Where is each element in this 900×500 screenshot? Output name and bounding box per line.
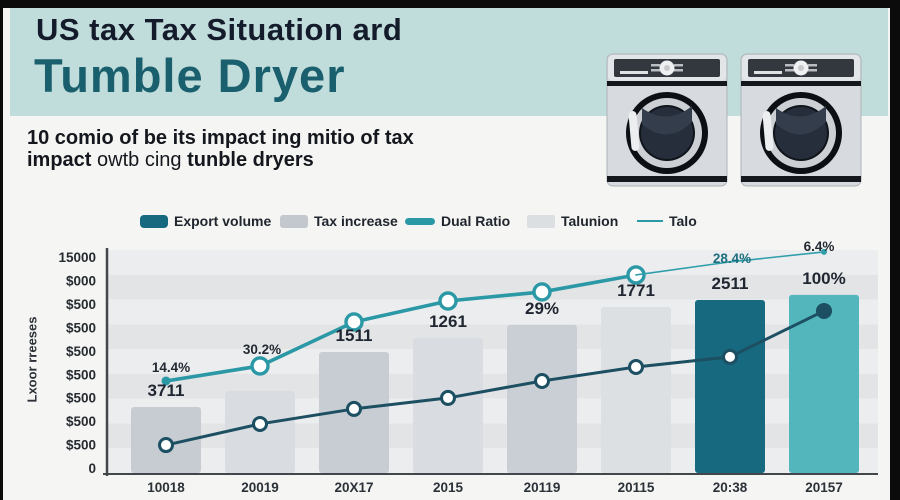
bar [789, 294, 859, 473]
y-tick-label: $500 [66, 391, 96, 406]
line-point [816, 302, 832, 319]
tumble-dryer-icons [604, 44, 864, 194]
y-tick-label: 15000 [58, 250, 96, 265]
export-trend-line [164, 309, 826, 447]
subtitle-line2-bold1: impact [27, 149, 98, 171]
line-point [440, 389, 456, 406]
bar [695, 299, 765, 473]
y-tick-label: $500 [66, 414, 96, 429]
page-title-line2: Tumble Dryer [34, 49, 346, 102]
subtitle-line2-bold2: tunble dryers [187, 149, 314, 171]
subtitle-text: 10 comio of be its impact ing mitio of t… [27, 127, 414, 171]
x-tick-label: 20157 [805, 480, 843, 495]
legend-item-talunion: Talunion [527, 213, 618, 229]
bar [225, 390, 295, 473]
line-point [821, 248, 827, 255]
bar-value-label: 1261 [429, 312, 467, 331]
tumble-dryer-icon [740, 53, 862, 187]
tumble-dryer-icon [606, 53, 728, 187]
talunion-swatch-icon [527, 214, 555, 228]
legend-item-talo: Talo [637, 213, 697, 229]
subtitle-line1: 10 comio of be its impact ing mitio of t… [27, 127, 414, 149]
line-point [722, 348, 738, 365]
talo-swatch-icon [637, 219, 663, 223]
y-tick-label: $500 [66, 367, 96, 382]
dual-ratio-swatch-icon [405, 217, 435, 225]
bar-value-label: 1511 [336, 326, 373, 345]
bar [507, 324, 577, 473]
page-title-line1: US tax Tax Situation ard [36, 12, 403, 47]
x-tick-label: 2015 [433, 480, 464, 495]
bar-value-label: 2511 [712, 274, 749, 293]
legend-label: Export volume [174, 213, 272, 229]
line-point [158, 437, 174, 454]
y-tick-label: $500 [66, 297, 96, 312]
line-point [534, 372, 550, 389]
bar-series [131, 294, 859, 473]
export-volume-swatch-icon [140, 214, 168, 228]
line-point [250, 356, 270, 376]
x-tick-label: 20:38 [713, 480, 748, 495]
legend-item-export-volume: Export volume [140, 213, 271, 229]
talo-line [635, 251, 825, 276]
y-tick-label: $500 [66, 438, 96, 453]
line-point [628, 359, 644, 376]
legend-item-dual-ratio: Dual Ratio [405, 213, 510, 229]
grid-band [107, 250, 878, 275]
y-tick-label: $500 [66, 344, 96, 359]
legend-label: Tax increase [314, 213, 398, 229]
x-tick-label: 20019 [241, 480, 279, 495]
subtitle-line2: impact owtb cing tunble dryers [27, 149, 414, 171]
y-tick-label: 0 [88, 461, 96, 476]
legend-item-tax-increase: Tax increase [280, 213, 398, 229]
line-point [532, 282, 552, 302]
legend-label: Talunion [561, 213, 619, 229]
bar-value-label: 100% [802, 269, 845, 288]
line-point [252, 415, 268, 432]
y-tick-label: $500 [66, 320, 96, 335]
percent-label: 6.4% [804, 239, 835, 254]
bar [601, 306, 671, 473]
frame-right-edge [890, 0, 900, 500]
percent-label: 28.4% [713, 251, 751, 266]
x-tick-label: 20119 [524, 480, 561, 495]
legend-label: Talo [669, 213, 697, 229]
bar-value-label: 3711 [148, 381, 185, 400]
tax-increase-swatch-icon [280, 214, 308, 228]
subtitle-line2-regular: owtb cing [97, 149, 188, 171]
x-tick-label: 10018 [147, 480, 185, 495]
line-point [161, 376, 171, 386]
bar-value-label: 1771 [617, 281, 655, 300]
dual-ratio-line [164, 273, 638, 383]
bar-value-label: 29% [525, 299, 559, 318]
x-tick-label: 20X17 [334, 480, 373, 495]
percent-label: 14.4% [152, 360, 190, 375]
line-point [438, 291, 458, 311]
percent-label: 30.2% [243, 342, 281, 357]
x-tick-label: 20115 [618, 480, 655, 495]
legend-label: Dual Ratio [441, 213, 511, 229]
y-tick-label: $000 [66, 273, 96, 288]
line-point [344, 312, 364, 332]
line-point [346, 400, 362, 417]
